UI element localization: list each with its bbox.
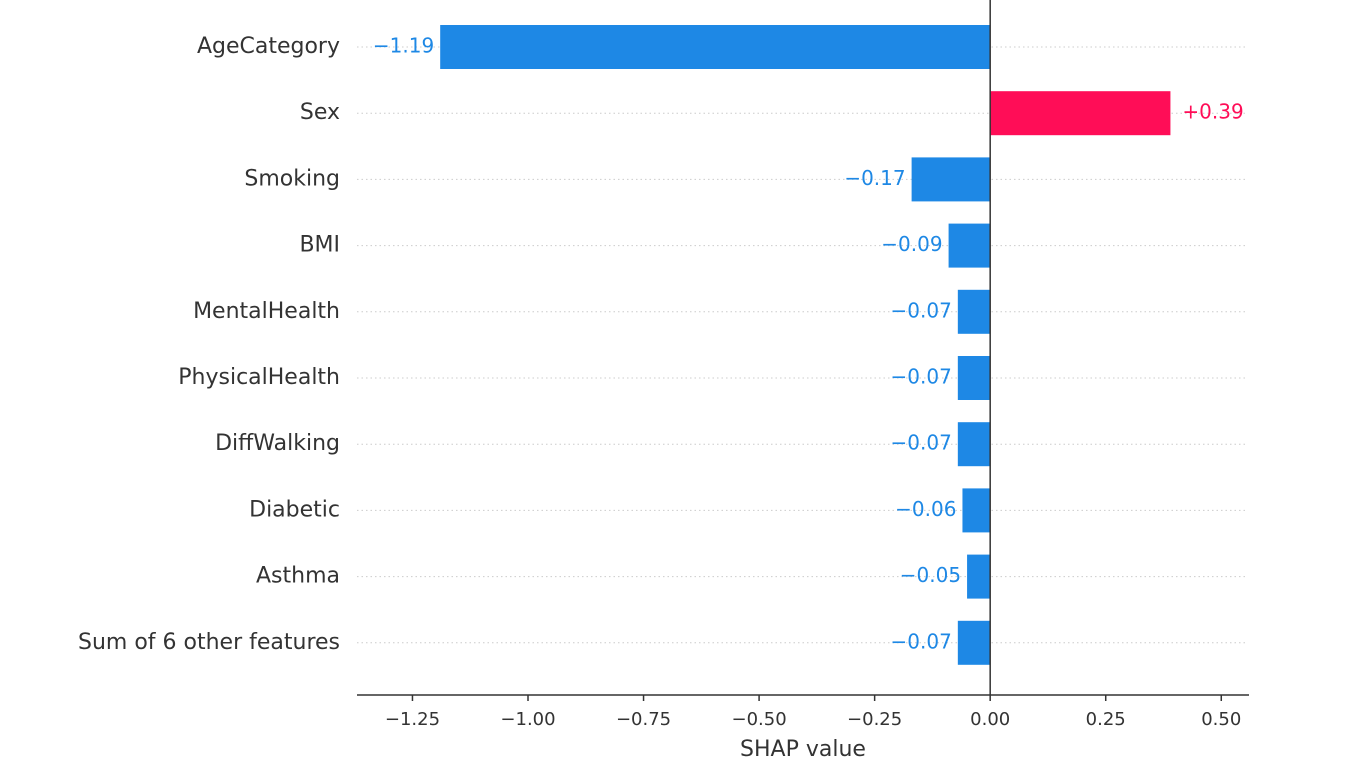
x-axis-label: SHAP value xyxy=(740,737,866,762)
value-label: −0.17 xyxy=(844,166,905,190)
bar xyxy=(957,422,991,467)
category-label: Sex xyxy=(300,100,340,125)
category-label: Diabetic xyxy=(249,497,340,522)
category-label: PhysicalHealth xyxy=(178,365,340,390)
bar xyxy=(967,554,991,599)
value-label: −1.19 xyxy=(373,34,434,58)
bar xyxy=(911,157,991,202)
x-tick-label: −0.50 xyxy=(732,709,787,730)
x-tick-label: −1.00 xyxy=(500,709,555,730)
bar xyxy=(957,356,991,400)
bar xyxy=(440,25,991,69)
bar xyxy=(957,289,991,334)
category-label: DiffWalking xyxy=(215,431,340,456)
value-label: −0.07 xyxy=(891,629,952,653)
category-label: Asthma xyxy=(256,564,340,589)
value-label: −0.05 xyxy=(900,563,961,587)
bar xyxy=(962,488,991,533)
x-tick-label: 0.00 xyxy=(970,709,1010,730)
value-label: −0.09 xyxy=(881,232,942,256)
x-tick-label: −1.25 xyxy=(385,709,440,730)
bar xyxy=(957,620,991,665)
bar xyxy=(990,91,1171,136)
x-tick-label: −0.75 xyxy=(616,709,671,730)
category-label: Sum of 6 other features xyxy=(78,630,340,655)
category-label: MentalHealth xyxy=(193,299,340,324)
x-tick-label: −0.25 xyxy=(847,709,902,730)
value-label: −0.07 xyxy=(891,298,952,322)
category-label: AgeCategory xyxy=(197,34,340,59)
value-label: +0.39 xyxy=(1182,100,1243,124)
value-label: −0.07 xyxy=(891,365,952,389)
value-label: −0.06 xyxy=(895,497,956,521)
category-label: Smoking xyxy=(244,166,340,191)
x-tick-label: 0.50 xyxy=(1201,709,1241,730)
category-label: BMI xyxy=(299,233,340,258)
value-label: −0.07 xyxy=(891,431,952,455)
x-tick-label: 0.25 xyxy=(1086,709,1126,730)
bar xyxy=(948,223,991,268)
